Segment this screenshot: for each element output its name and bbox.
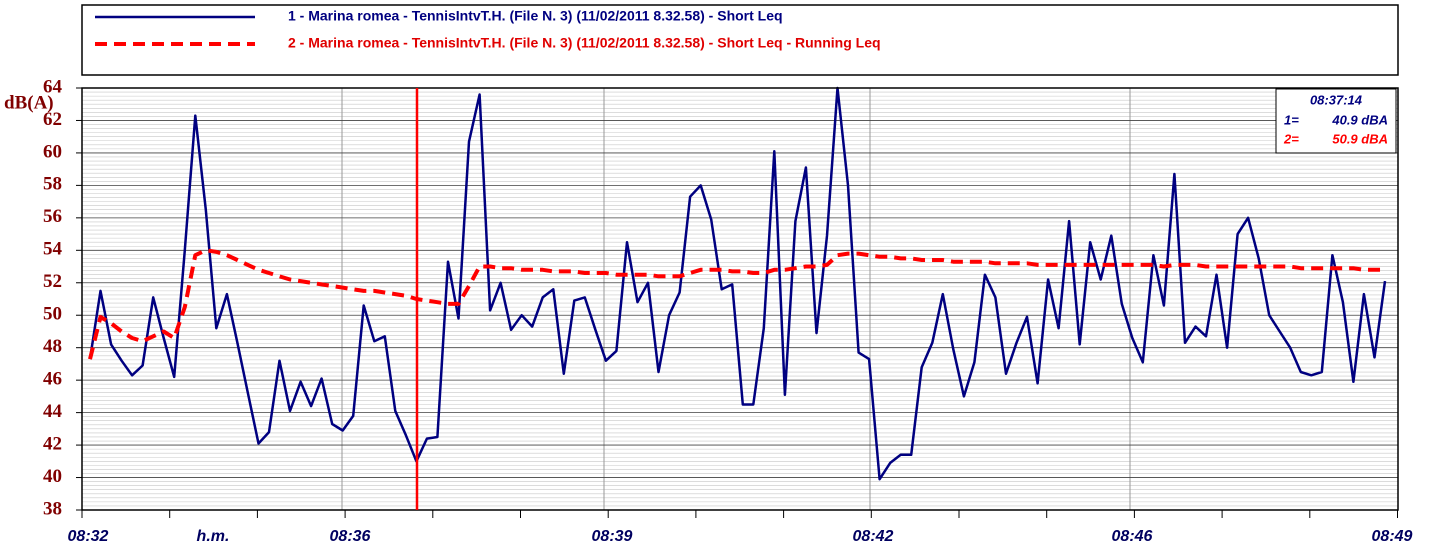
legend-box (81, 4, 1399, 76)
data-line (88, 248, 1385, 360)
y-tick-label: 48 (43, 336, 62, 357)
cursor-reading: 50.9 dBA (1332, 131, 1388, 146)
x-tick-label: 08:49 (1372, 528, 1413, 545)
x-tick-label: 08:36 (330, 528, 371, 545)
y-tick-label: 44 (43, 401, 63, 422)
y-tick-label: 64 (43, 76, 63, 97)
y-tick-label: 54 (43, 239, 63, 260)
y-tick-label: 58 (43, 174, 62, 195)
plot-frame (81, 87, 1399, 511)
data-line (88, 86, 1387, 481)
legend-label: 2 - Marina romea - TennisIntvT.H. (File … (288, 35, 881, 51)
cursor-label: 2= (1283, 131, 1299, 146)
y-tick-label: 52 (43, 271, 62, 292)
cursor-box (1275, 88, 1397, 154)
y-tick-label: 56 (43, 206, 62, 227)
x-tick-label: 08:42 (853, 528, 894, 545)
cursor-time: 08:37:14 (1310, 92, 1363, 107)
legend-label: 1 - Marina romea - TennisIntvT.H. (File … (288, 8, 783, 24)
x-tick-label: 08:32 (68, 528, 109, 545)
y-tick-label: 60 (43, 141, 62, 162)
y-tick-label: 40 (43, 466, 62, 487)
cursor-reading: 40.9 dBA (1331, 112, 1388, 127)
x-tick-label: h.m. (197, 528, 230, 545)
cursor-label: 1= (1284, 112, 1299, 127)
y-tick-label: 46 (43, 369, 62, 390)
y-tick-label: 42 (43, 433, 62, 454)
x-tick-label: 08:46 (1112, 528, 1153, 545)
x-tick-label: 08:39 (592, 528, 633, 545)
y-tick-label: 62 (43, 109, 62, 130)
y-tick-label: 50 (43, 304, 62, 325)
y-tick-label: 38 (43, 498, 62, 519)
y-axis-label: dB(A) (4, 92, 54, 113)
